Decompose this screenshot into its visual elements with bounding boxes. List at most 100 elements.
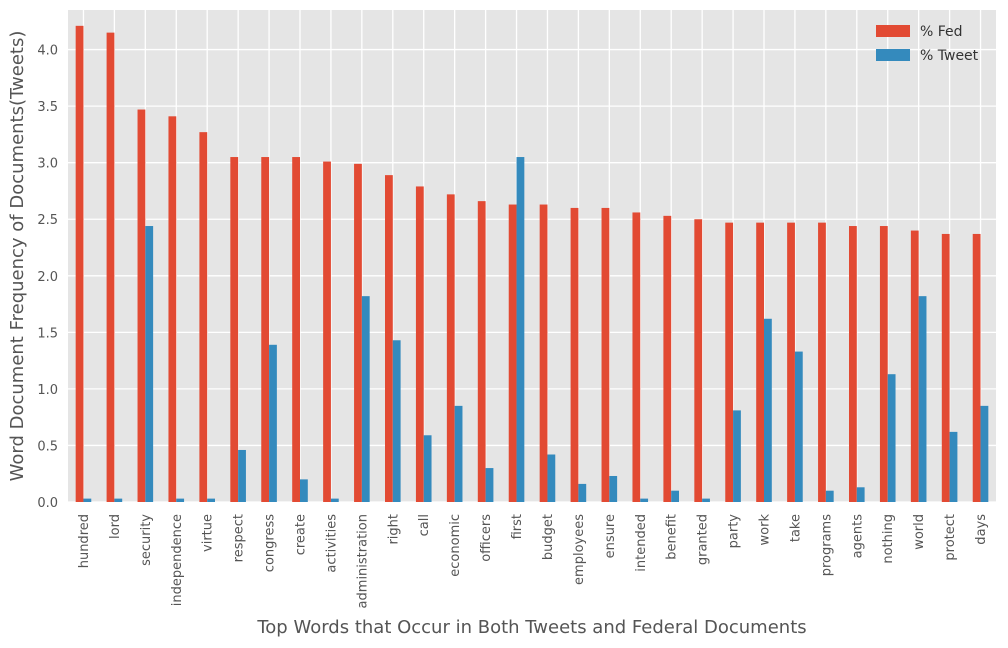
bar-fed-first <box>508 204 517 502</box>
x-tick-label: respect <box>232 514 247 562</box>
x-tick-label: protect <box>943 514 958 561</box>
x-tick-label: lord <box>108 514 123 539</box>
bar-tweet-lord <box>114 498 123 502</box>
x-tick-label: hundred <box>77 514 92 568</box>
bar-fed-activities <box>323 161 331 502</box>
bar-fed-budget <box>539 204 548 502</box>
y-tick-label: 0.0 <box>37 496 58 511</box>
bar-tweet-independence <box>176 498 185 502</box>
x-tick-label: ensure <box>603 514 618 558</box>
x-tick-label: call <box>417 514 432 536</box>
x-tick-label: world <box>912 514 927 550</box>
bar-fed-right <box>385 175 393 502</box>
bar-fed-take <box>787 222 795 503</box>
bars <box>75 25 989 503</box>
bar-fed-independence <box>168 116 177 503</box>
y-tick-label: 1.0 <box>37 383 58 398</box>
bar-tweet-security <box>145 226 154 502</box>
bar-tweet-nothing <box>887 374 896 502</box>
bar-tweet-congress <box>269 344 277 502</box>
x-tick-label: security <box>139 514 154 566</box>
bar-tweet-respect <box>238 449 246 502</box>
x-tick-label: officers <box>479 514 494 562</box>
bar-tweet-administration <box>361 296 370 502</box>
x-tick-label: nothing <box>881 514 896 564</box>
bar-fed-hundred <box>75 25 84 503</box>
bar-fed-economic <box>446 194 455 502</box>
y-tick-label: 1.5 <box>37 326 58 341</box>
bar-fed-party <box>725 222 734 503</box>
bar-tweet-ensure <box>609 475 618 502</box>
x-tick-labels: hundred lord security independence virtue res… <box>77 514 989 609</box>
x-tick-label: granted <box>696 514 711 565</box>
bar-fed-world <box>910 230 919 502</box>
bar-fed-officers <box>477 201 486 502</box>
x-tick-label: congress <box>263 514 278 572</box>
x-tick-label: work <box>758 514 773 546</box>
bar-tweet-budget <box>547 454 556 502</box>
x-tick-label: virtue <box>201 514 216 552</box>
y-tick-label: 4.0 <box>37 44 58 59</box>
bar-fed-intended <box>632 212 641 502</box>
x-tick-label: create <box>294 514 309 555</box>
bar-tweet-activities <box>330 498 339 502</box>
x-axis-label: Top Words that Occur in Both Tweets and … <box>256 617 806 638</box>
y-tick-label: 2.0 <box>37 270 58 285</box>
x-tick-label: days <box>974 514 989 545</box>
bar-fed-benefit <box>663 215 672 503</box>
bar-fed-employees <box>570 207 579 502</box>
y-tick-label: 3.5 <box>37 100 58 115</box>
bar-fed-congress <box>261 157 270 502</box>
bar-tweet-employees <box>578 483 587 502</box>
bar-tweet-benefit <box>671 490 679 502</box>
bar-fed-call <box>415 186 424 502</box>
x-tick-label: administration <box>355 514 370 608</box>
bar-fed-work <box>756 222 764 503</box>
bar-tweet-programs <box>825 490 834 502</box>
bar-tweet-protect <box>949 431 958 502</box>
x-tick-label: economic <box>448 514 463 577</box>
x-tick-label: party <box>727 514 742 549</box>
bar-tweet-world <box>918 296 927 502</box>
bar-fed-ensure <box>601 207 610 502</box>
x-tick-label: agents <box>850 514 865 559</box>
bar-tweet-right <box>392 340 401 502</box>
bar-fed-respect <box>230 157 239 502</box>
bar-tweet-virtue <box>207 498 215 502</box>
x-tick-label: benefit <box>665 514 680 560</box>
x-tick-label: take <box>788 514 803 542</box>
bar-tweet-hundred <box>83 498 92 502</box>
x-tick-label: budget <box>541 514 556 560</box>
bar-tweet-party <box>733 410 741 502</box>
bar-tweet-work <box>764 318 772 502</box>
bar-fed-nothing <box>879 226 888 502</box>
legend: % Fed % Tweet <box>876 24 979 64</box>
bar-tweet-take <box>794 351 803 502</box>
bar-fed-protect <box>941 233 950 502</box>
y-tick-label: 2.5 <box>37 213 58 228</box>
bar-tweet-officers <box>485 468 494 502</box>
x-tick-label: intended <box>634 514 649 572</box>
bar-fed-days <box>972 233 981 502</box>
x-tick-label: employees <box>572 514 587 585</box>
bar-tweet-call <box>423 435 432 502</box>
y-tick-label: 3.0 <box>37 157 58 172</box>
x-tick-label: programs <box>819 514 834 576</box>
bar-fed-lord <box>106 32 115 502</box>
x-tick-label: first <box>510 514 525 539</box>
bar-fed-agents <box>849 226 857 502</box>
bar-tweet-intended <box>640 498 649 502</box>
legend-label-fed: % Fed <box>920 24 963 40</box>
x-tick-label: independence <box>170 514 185 606</box>
y-axis-label: Word Document Frequency of Documents(Twe… <box>7 31 28 482</box>
bar-fed-granted <box>694 219 703 502</box>
x-tick-label: right <box>386 514 401 545</box>
bar-tweet-economic <box>454 405 463 502</box>
bar-fed-virtue <box>199 132 208 502</box>
bar-tweet-first <box>516 157 525 502</box>
bar-tweet-agents <box>856 487 865 502</box>
x-tick-label: activities <box>324 514 339 573</box>
bar-tweet-granted <box>702 498 710 502</box>
legend-swatch-tweet <box>876 49 910 61</box>
